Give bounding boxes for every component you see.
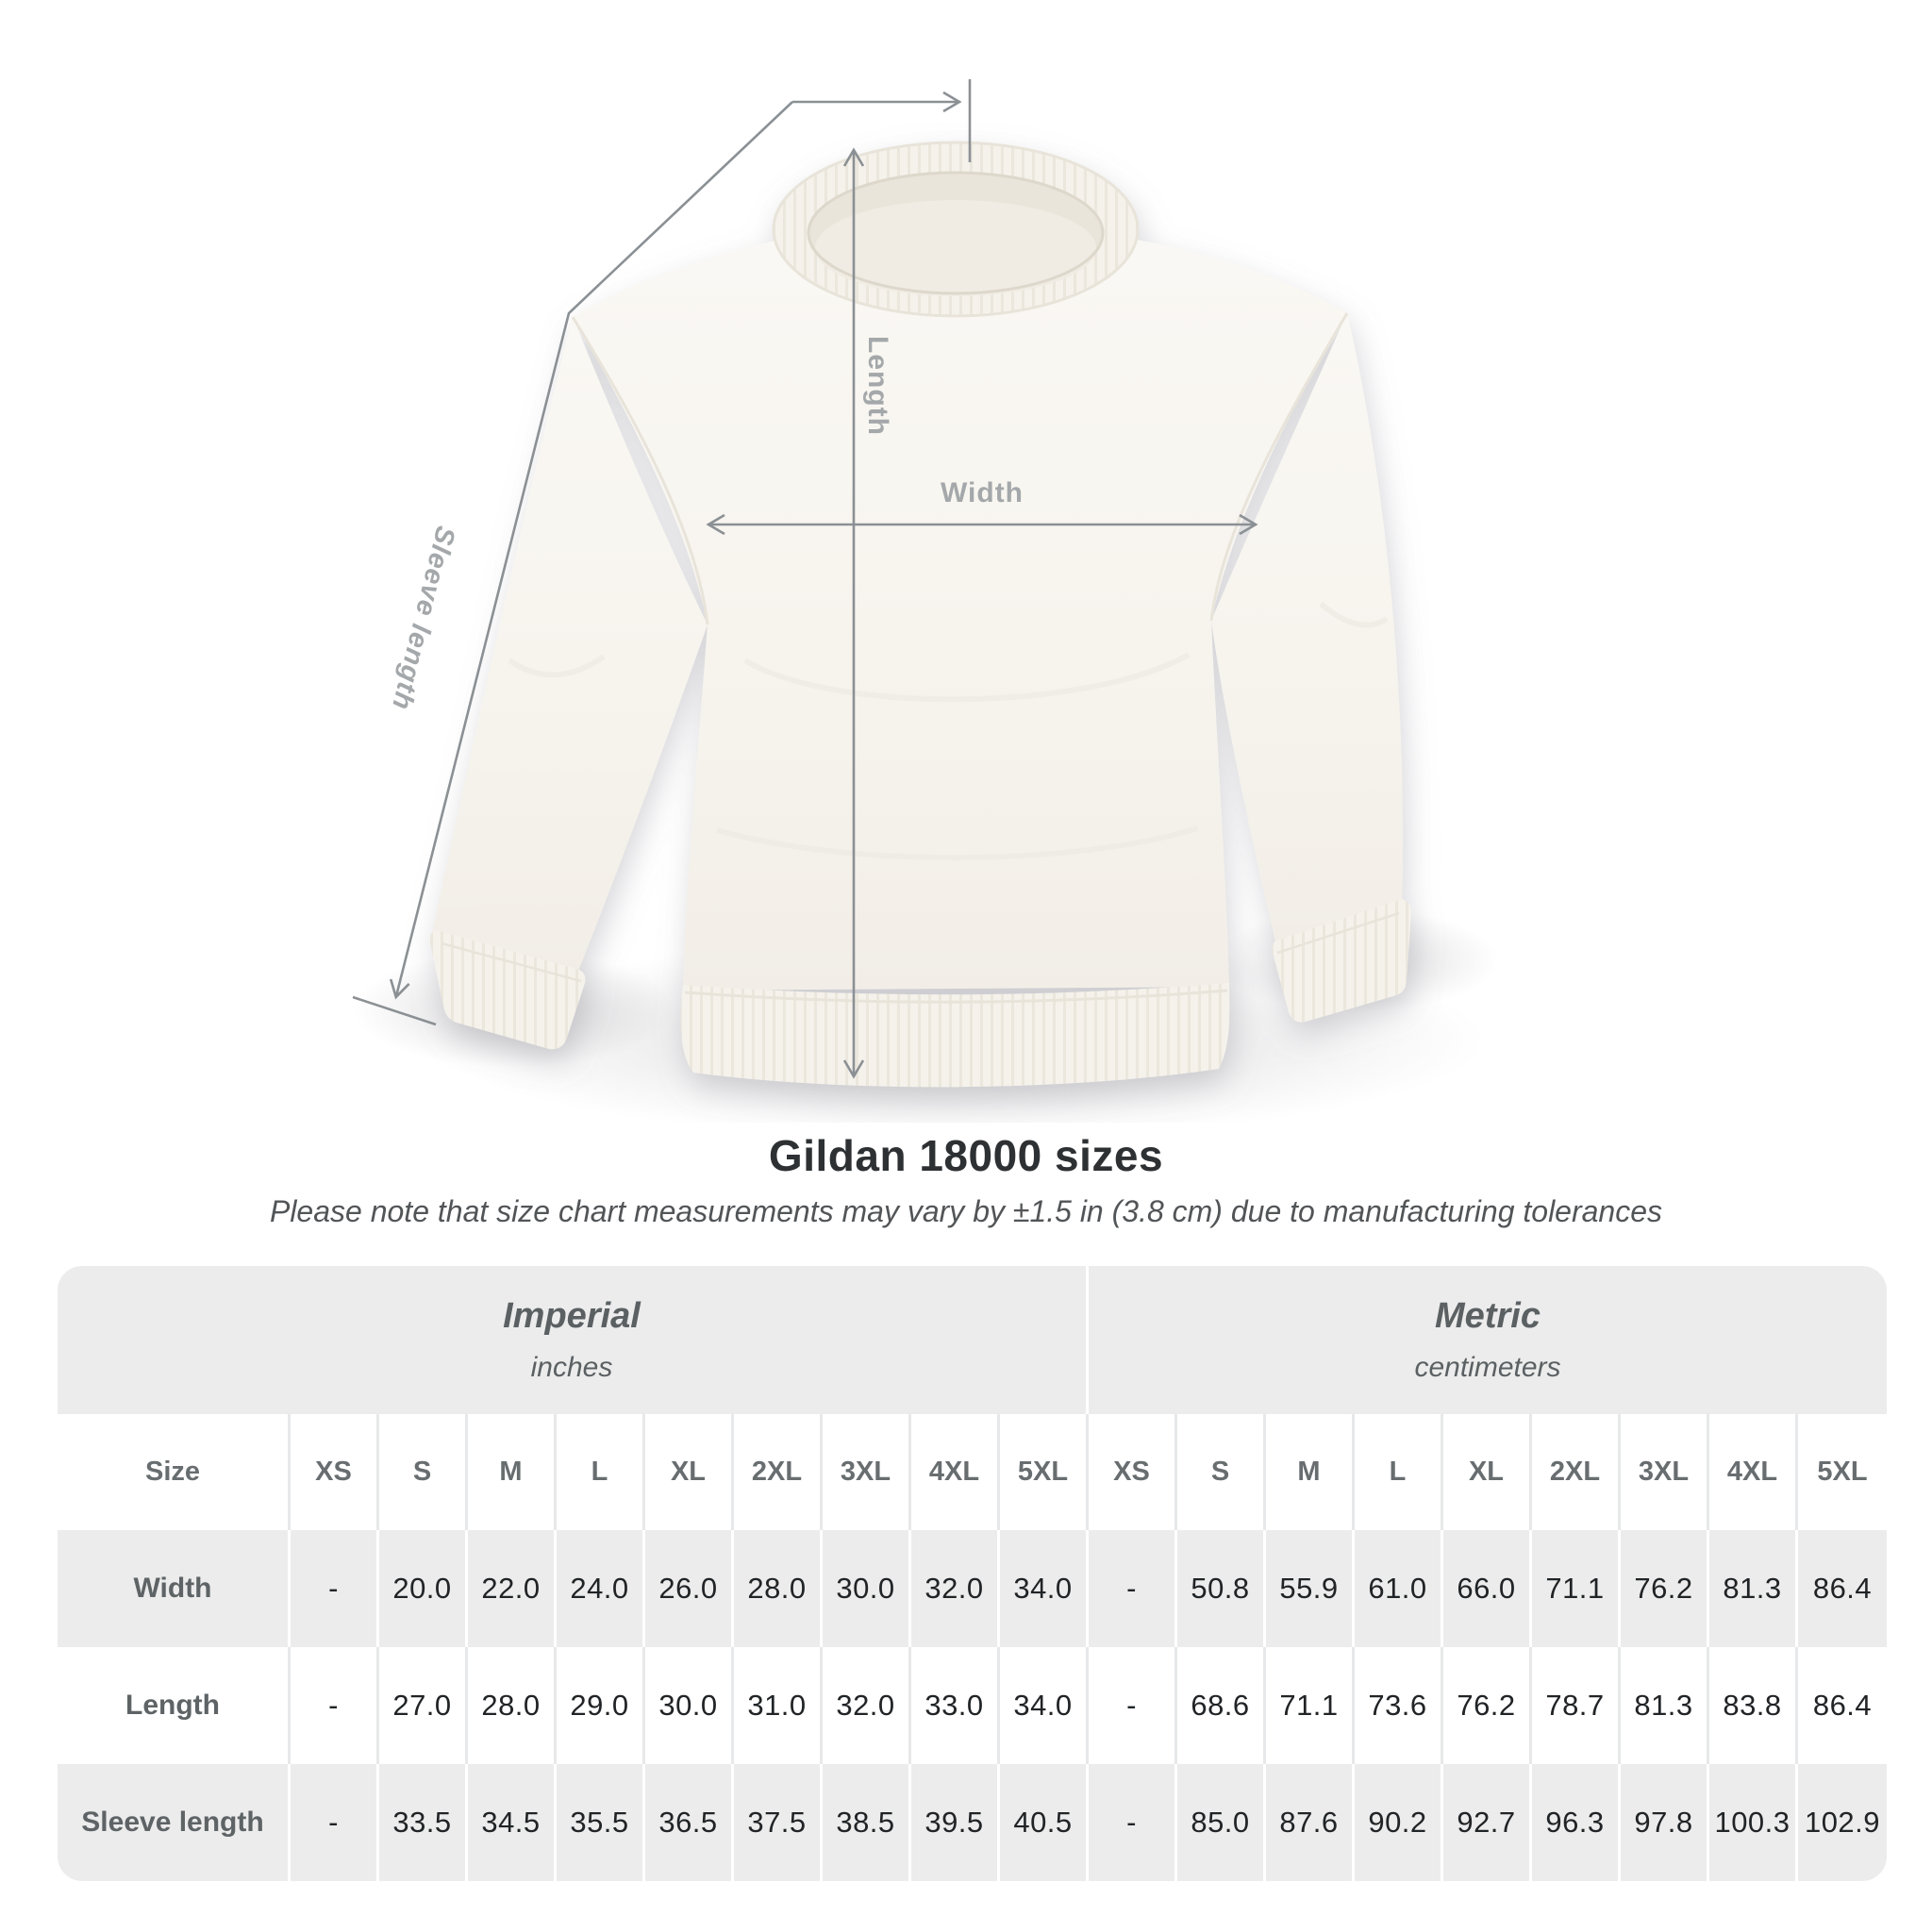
metric-group-header-unit: centimeters [1414, 1352, 1561, 1383]
value-cell-imperial: 33.0 [911, 1647, 1000, 1764]
value-cell-metric: 71.1 [1532, 1530, 1621, 1647]
measurement-lines [352, 79, 1258, 1079]
value-cell-imperial: 28.0 [734, 1530, 823, 1647]
value-cell-imperial: 30.0 [645, 1647, 734, 1764]
value-cell-imperial: 34.0 [1000, 1647, 1089, 1764]
value-cell-imperial: 29.0 [557, 1647, 645, 1764]
width-label: Width [941, 477, 1024, 508]
value-cell-imperial: - [291, 1764, 379, 1881]
row-label-length: Length [58, 1647, 291, 1764]
size-header-imperial-5xl: 5XL [1000, 1414, 1089, 1530]
size-header-metric-xl: XL [1443, 1414, 1532, 1530]
value-cell-metric: 87.6 [1266, 1764, 1355, 1881]
row-label-sleeve-length: Sleeve length [58, 1764, 291, 1881]
page-title: Gildan 18000 sizes [768, 1131, 1164, 1180]
size-table: Imperial inches Metric centimeters Size XS S M L… [58, 1266, 1887, 1881]
value-cell-metric: 50.8 [1177, 1530, 1266, 1647]
value-cell-imperial: - [291, 1530, 379, 1647]
size-header-imperial-s: S [379, 1414, 468, 1530]
sleeve-cuff-tick [352, 995, 437, 1026]
value-cell-imperial: 27.0 [379, 1647, 468, 1764]
value-cell-metric: 71.1 [1266, 1647, 1355, 1764]
size-header-metric-5xl: 5XL [1798, 1414, 1887, 1530]
value-cell-metric: 97.8 [1621, 1764, 1709, 1881]
page-subtitle: Please note that size chart measurements… [269, 1194, 1663, 1228]
value-cell-metric: 76.2 [1443, 1647, 1532, 1764]
value-cell-metric: 85.0 [1177, 1764, 1266, 1881]
value-cell-metric: 61.0 [1355, 1530, 1443, 1647]
sweatshirt-measurement-diagram: Length Width Sleeve length [352, 79, 1498, 1123]
value-cell-imperial: 39.5 [911, 1764, 1000, 1881]
imperial-group-header-label: Imperial [503, 1296, 641, 1336]
value-cell-metric: 90.2 [1355, 1764, 1443, 1881]
value-cell-metric: 86.4 [1798, 1530, 1887, 1647]
value-cell-imperial: 36.5 [645, 1764, 734, 1881]
value-cell-imperial: 24.0 [557, 1530, 645, 1647]
value-cell-metric: 81.3 [1621, 1647, 1709, 1764]
value-cell-imperial: 38.5 [823, 1764, 911, 1881]
size-header-imperial-4xl: 4XL [911, 1414, 1000, 1530]
size-column-header: Size [58, 1414, 291, 1530]
value-cell-metric: 100.3 [1709, 1764, 1798, 1881]
size-header-metric-3xl: 3XL [1621, 1414, 1709, 1530]
sweatshirt-photo [429, 141, 1411, 1088]
value-cell-imperial: 33.5 [379, 1764, 468, 1881]
value-cell-metric: 76.2 [1621, 1530, 1709, 1647]
value-cell-imperial: 32.0 [823, 1647, 911, 1764]
size-header-imperial-3xl: 3XL [823, 1414, 911, 1530]
imperial-group-header-unit: inches [530, 1352, 613, 1383]
size-header-metric-2xl: 2XL [1532, 1414, 1621, 1530]
value-cell-metric: 86.4 [1798, 1647, 1887, 1764]
value-cell-metric: 83.8 [1709, 1647, 1798, 1764]
value-cell-metric: 92.7 [1443, 1764, 1532, 1881]
value-cell-metric: 66.0 [1443, 1530, 1532, 1647]
size-header-imperial-l: L [557, 1414, 645, 1530]
size-header-metric-s: S [1177, 1414, 1266, 1530]
value-cell-imperial: 37.5 [734, 1764, 823, 1881]
row-label-width: Width [58, 1530, 291, 1647]
metric-group-header-label: Metric [1435, 1296, 1541, 1336]
size-header-metric-xs: XS [1089, 1414, 1177, 1530]
value-cell-metric: - [1089, 1530, 1177, 1647]
length-label: Length [862, 336, 893, 436]
value-cell-imperial: 26.0 [645, 1530, 734, 1647]
value-cell-metric: 73.6 [1355, 1647, 1443, 1764]
value-cell-imperial: 30.0 [823, 1530, 911, 1647]
size-header-metric-4xl: 4XL [1709, 1414, 1798, 1530]
value-cell-metric: - [1089, 1647, 1177, 1764]
value-cell-metric: 68.6 [1177, 1647, 1266, 1764]
metric-group-header: Metric centimeters [1089, 1266, 1887, 1414]
size-header-imperial-xs: XS [291, 1414, 379, 1530]
value-cell-metric: - [1089, 1764, 1177, 1881]
value-cell-imperial: 34.0 [1000, 1530, 1089, 1647]
value-cell-imperial: 32.0 [911, 1530, 1000, 1647]
value-cell-imperial: - [291, 1647, 379, 1764]
imperial-group-header: Imperial inches [58, 1266, 1089, 1414]
size-header-metric-m: M [1266, 1414, 1355, 1530]
value-cell-imperial: 35.5 [557, 1764, 645, 1881]
size-header-imperial-xl: XL [645, 1414, 734, 1530]
value-cell-imperial: 20.0 [379, 1530, 468, 1647]
sleeve-length-line [389, 101, 793, 1000]
value-cell-metric: 55.9 [1266, 1530, 1355, 1647]
value-cell-imperial: 34.5 [468, 1764, 557, 1881]
value-cell-imperial: 22.0 [468, 1530, 557, 1647]
value-cell-imperial: 28.0 [468, 1647, 557, 1764]
size-header-imperial-2xl: 2XL [734, 1414, 823, 1530]
sleeve-length-label: Sleeve length [386, 523, 460, 713]
value-cell-metric: 78.7 [1532, 1647, 1621, 1764]
value-cell-imperial: 31.0 [734, 1647, 823, 1764]
size-header-imperial-m: M [468, 1414, 557, 1530]
value-cell-imperial: 40.5 [1000, 1764, 1089, 1881]
value-cell-metric: 96.3 [1532, 1764, 1621, 1881]
size-header-metric-l: L [1355, 1414, 1443, 1530]
value-cell-metric: 81.3 [1709, 1530, 1798, 1647]
value-cell-metric: 102.9 [1798, 1764, 1887, 1881]
